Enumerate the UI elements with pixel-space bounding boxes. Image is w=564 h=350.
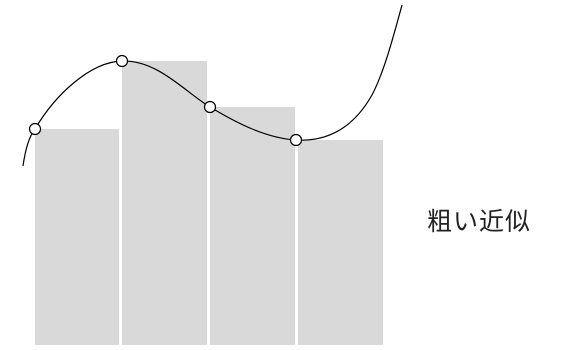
sample-point-2 <box>115 54 129 68</box>
approximation-bar-3 <box>210 107 295 345</box>
sample-point-1 <box>28 122 42 136</box>
sample-points <box>28 54 303 147</box>
approximation-bar-1 <box>35 129 119 345</box>
approximation-bar-2 <box>122 61 207 345</box>
approximation-bar-4 <box>298 140 383 345</box>
sample-point-4 <box>289 133 303 147</box>
sample-point-3 <box>203 100 217 114</box>
approximation-bars <box>35 61 383 345</box>
approximation-caption: 粗い近似 <box>427 207 532 236</box>
